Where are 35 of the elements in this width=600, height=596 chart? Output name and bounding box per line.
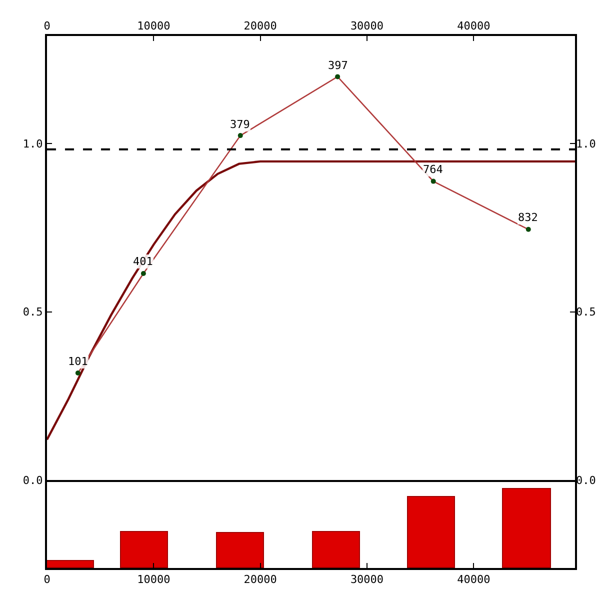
annotation: 401 — [133, 255, 153, 268]
bar — [47, 560, 94, 568]
point — [430, 178, 436, 184]
annotation: 832 — [518, 211, 538, 224]
y-tick-label: 1.0 — [22, 137, 43, 150]
y-tick-label: 0.5 — [22, 306, 43, 319]
x-tick-label: 40000 — [457, 20, 490, 33]
bar — [120, 531, 168, 568]
y2-tick-label: 1.0 — [576, 137, 596, 150]
x-tick-label: 30000 — [350, 20, 384, 33]
y2-tick-label: 0.5 — [576, 306, 596, 319]
annotation: 101 — [68, 355, 88, 368]
x-tick-label: 10000 — [137, 20, 170, 33]
bar — [407, 496, 455, 568]
x-tick-label: 0 — [44, 573, 50, 586]
x-tick-label: 10000 — [137, 573, 170, 586]
point — [335, 74, 340, 80]
y-tick-label: 0.0 — [22, 474, 43, 487]
point — [75, 370, 80, 376]
annotation: 764 — [423, 163, 444, 176]
annotation: 397 — [328, 59, 348, 72]
x-tick-label: 20000 — [244, 20, 277, 33]
annotation: 379 — [230, 118, 250, 131]
x-tick-label: 0 — [44, 20, 50, 33]
bar — [216, 532, 264, 568]
point — [140, 270, 146, 276]
bar — [502, 488, 551, 568]
x-tick-label: 20000 — [244, 573, 277, 586]
x-tick-label: 30000 — [350, 573, 384, 586]
point — [238, 133, 243, 138]
y2-tick-label: 0.0 — [576, 474, 596, 487]
line-series — [47, 160, 575, 441]
x-tick-label: 40000 — [457, 573, 490, 586]
bar — [312, 531, 360, 568]
point — [526, 226, 531, 232]
